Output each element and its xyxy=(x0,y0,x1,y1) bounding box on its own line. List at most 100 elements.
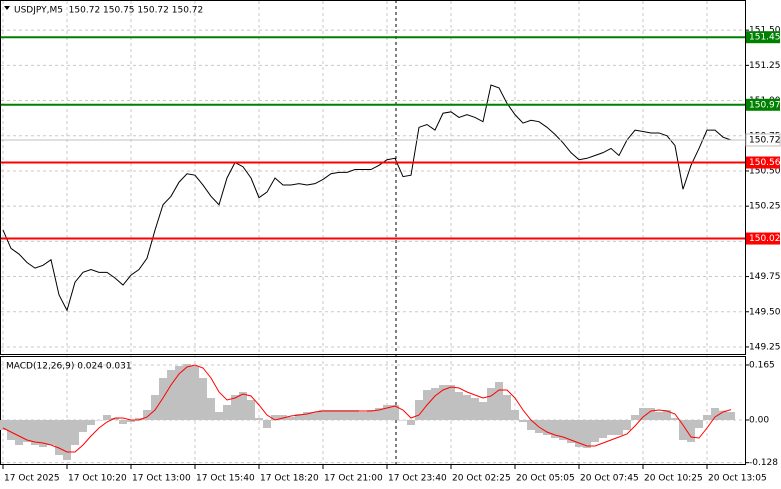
level-label: 150.56 xyxy=(749,158,781,168)
histogram-bar xyxy=(15,420,23,445)
histogram-bar xyxy=(319,410,327,420)
histogram-bar xyxy=(455,392,463,420)
price-line xyxy=(2,84,732,312)
histogram-bar xyxy=(87,420,95,425)
y-tick-label: 149.75 xyxy=(749,272,781,282)
histogram-bar xyxy=(287,417,295,420)
histogram-bar xyxy=(471,398,479,420)
histogram-bar xyxy=(31,420,39,445)
x-tick-label: 17 Oct 2025 xyxy=(4,474,60,484)
histogram-bar xyxy=(111,418,119,420)
histogram-bar xyxy=(703,415,711,420)
price-panel-frame xyxy=(0,0,746,355)
histogram-bar xyxy=(711,408,719,420)
histogram-bar xyxy=(399,420,407,421)
level-label: 150.02 xyxy=(749,234,781,244)
y-tick-label: 149.50 xyxy=(749,307,781,317)
y-tick-label: -0.128 xyxy=(749,458,778,468)
x-tick-label: 17 Oct 13:00 xyxy=(132,474,191,484)
histogram-bar xyxy=(183,364,191,420)
histogram-bar xyxy=(463,395,471,420)
histogram-bar xyxy=(263,420,271,428)
histogram-bar xyxy=(23,420,31,442)
histogram-bar xyxy=(511,410,519,420)
histogram-bar xyxy=(367,410,375,420)
histogram-bar xyxy=(415,400,423,420)
histogram-bar xyxy=(63,420,71,460)
histogram-bar xyxy=(95,420,103,421)
x-tick-label: 17 Oct 21:00 xyxy=(324,474,383,484)
symbol-menu-arrow xyxy=(4,6,10,10)
histogram-bar xyxy=(79,420,87,432)
level-label-box xyxy=(746,31,780,44)
histogram-bar xyxy=(607,420,615,435)
histogram-bar xyxy=(407,420,415,425)
histogram-bar xyxy=(695,420,703,428)
histogram-bar xyxy=(223,405,231,420)
histogram-bar xyxy=(503,395,511,420)
histogram-bar xyxy=(439,385,447,420)
last-price-box xyxy=(745,133,781,147)
histogram-bar xyxy=(687,420,695,442)
y-tick-label: 0.00 xyxy=(749,416,769,426)
histogram-bar xyxy=(559,420,567,440)
y-tick-label: 151.50 xyxy=(749,26,781,36)
histogram-bar xyxy=(55,420,63,455)
histogram-bar xyxy=(631,415,639,420)
x-tick-label: 20 Oct 02:25 xyxy=(452,474,511,484)
histogram-bar xyxy=(327,410,335,420)
histogram-bar xyxy=(335,410,343,420)
x-tick-label: 20 Oct 10:25 xyxy=(644,474,703,484)
histogram-bar xyxy=(271,415,279,420)
histogram-bar xyxy=(639,408,647,420)
x-tick-label: 17 Oct 18:20 xyxy=(260,474,319,484)
y-tick-label: 149.25 xyxy=(749,342,781,352)
histogram-bar xyxy=(719,410,727,420)
histogram-bar xyxy=(239,392,247,420)
histogram-bar xyxy=(119,420,127,424)
histogram-bar xyxy=(199,378,207,420)
x-tick-label: 17 Oct 23:40 xyxy=(388,474,447,484)
histogram-bar xyxy=(191,366,199,420)
x-tick-label: 17 Oct 15:40 xyxy=(196,474,255,484)
histogram-bar xyxy=(343,410,351,420)
histogram-bar xyxy=(391,405,399,420)
macd-panel-frame xyxy=(0,356,746,465)
histogram-bar xyxy=(375,408,383,420)
histogram-bar xyxy=(575,420,583,447)
histogram-bar xyxy=(727,412,735,420)
histogram-bar xyxy=(647,408,655,420)
histogram-bar xyxy=(623,420,631,430)
x-tick-label: 20 Oct 07:45 xyxy=(580,474,639,484)
chart-title: USDJPY,M5 150.72 150.75 150.72 150.72 xyxy=(14,6,203,16)
histogram-bar xyxy=(431,388,439,420)
histogram-bar xyxy=(663,410,671,420)
histogram-bar xyxy=(167,370,175,420)
histogram-bar xyxy=(583,420,591,448)
histogram-bar xyxy=(479,402,487,420)
histogram-bar xyxy=(295,414,303,420)
level-label-box xyxy=(746,232,780,245)
y-tick-label: 151.25 xyxy=(749,61,781,71)
histogram-bar xyxy=(487,388,495,420)
histogram-bar xyxy=(495,382,503,420)
histogram-bar xyxy=(543,420,551,435)
level-label-box xyxy=(746,156,780,169)
histogram-bar xyxy=(255,418,263,420)
histogram-bar xyxy=(351,410,359,420)
histogram-bar xyxy=(679,420,687,440)
histogram-bar xyxy=(143,410,151,420)
histogram-bar xyxy=(231,395,239,420)
signal-line xyxy=(2,364,732,453)
histogram-bar xyxy=(671,418,679,420)
histogram-bar xyxy=(207,398,215,420)
histogram-bar xyxy=(655,412,663,420)
histogram-bar xyxy=(127,420,135,422)
last-price-label: 150.72 xyxy=(749,135,781,145)
histogram-bar xyxy=(47,420,55,445)
x-tick-label: 17 Oct 10:20 xyxy=(68,474,127,484)
histogram-bar xyxy=(0,420,7,430)
histogram-bar xyxy=(599,420,607,438)
histogram-bar xyxy=(159,378,167,420)
